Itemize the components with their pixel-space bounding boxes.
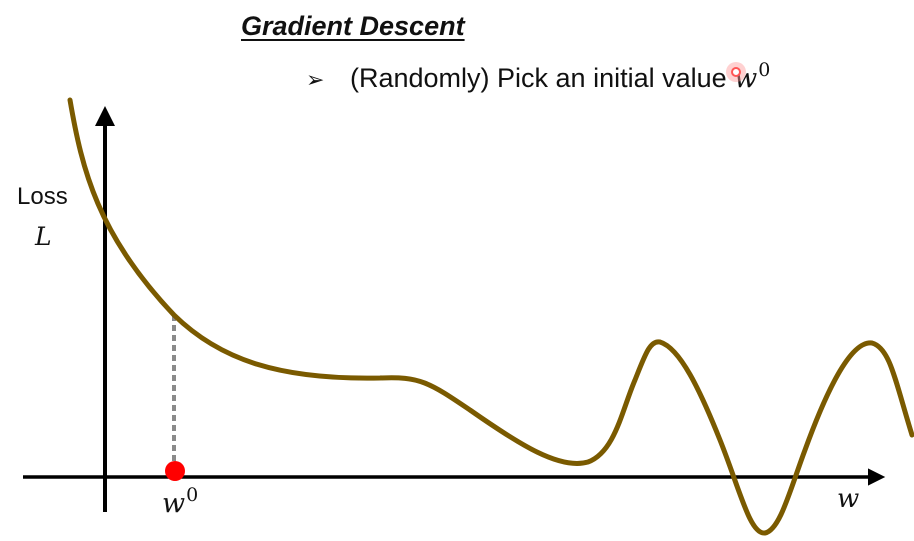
x-axis-label: w: [837, 484, 860, 514]
bullet-line: ➢ (Randomly) Pick an initial value w0: [306, 59, 770, 94]
initial-point-label: w0: [162, 484, 198, 519]
y-axis-label: Loss: [17, 183, 68, 210]
bullet-math-sup: 0: [758, 59, 771, 81]
y-axis-symbol: L: [35, 222, 52, 251]
initial-point-marker: [165, 461, 185, 481]
loss-curve: [67, 97, 914, 536]
initial-point-var: w: [162, 488, 186, 519]
bullet-text: (Randomly) Pick an initial value: [350, 63, 735, 93]
bullet-arrow-icon: ➢: [306, 67, 325, 92]
slide-title: Gradient Descent: [241, 11, 465, 41]
laser-pointer-dot: [731, 67, 741, 77]
initial-point-sup: 0: [186, 484, 199, 506]
